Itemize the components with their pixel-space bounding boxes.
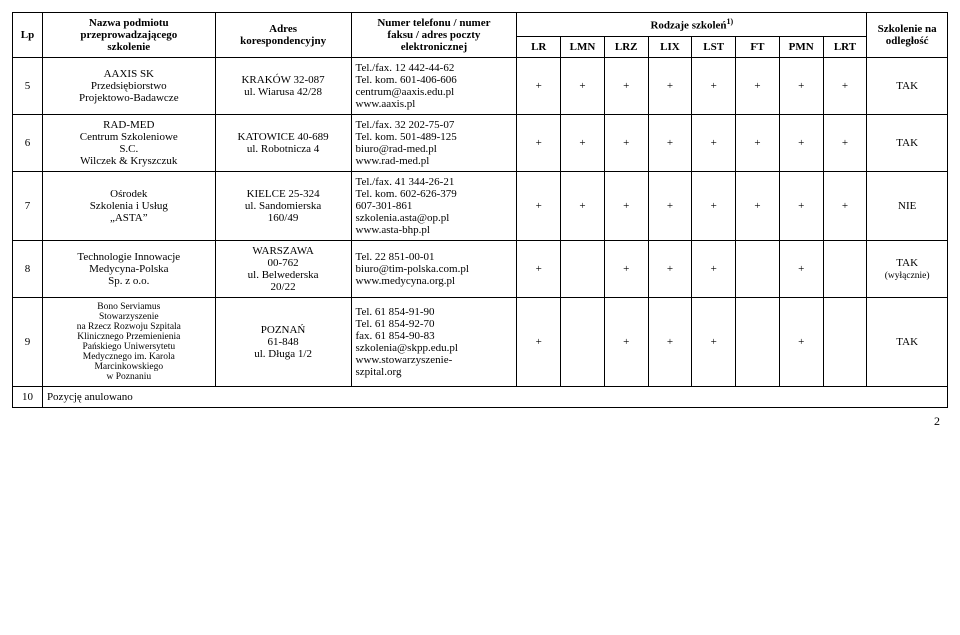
cell-mark-1	[561, 241, 605, 298]
cell-distance: TAK(wyłącznie)	[867, 241, 948, 298]
cell-mark-7	[823, 241, 867, 298]
hdr-lp: Lp	[13, 13, 43, 58]
cell-tel: Tel. 61 854-91-90Tel. 61 854-92-70fax. 6…	[351, 298, 517, 387]
cell-addr: WARSZAWA00-762ul. Belwederska20/22	[215, 241, 351, 298]
cell-mark-7: +	[823, 58, 867, 115]
cell-mark-0: +	[517, 172, 561, 241]
hdr-col-1: LMN	[561, 36, 605, 57]
hdr-col-4: LST	[692, 36, 736, 57]
cell-tel: Tel./fax. 32 202-75-07Tel. kom. 501-489-…	[351, 115, 517, 172]
hdr-types-title: Rodzaje szkoleń	[650, 20, 726, 32]
table-row: 6RAD-MEDCentrum SzkolenioweS.C.Wilczek &…	[13, 115, 948, 172]
cell-lp: 5	[13, 58, 43, 115]
table-row: 10Pozycję anulowano	[13, 387, 948, 408]
hdr-name: Nazwa podmiotuprzeprowadzającegoszkoleni…	[42, 13, 215, 58]
cell-mark-3: +	[648, 172, 692, 241]
cell-lp: 10	[13, 387, 43, 408]
cell-addr: POZNAŃ61-848ul. Długa 1/2	[215, 298, 351, 387]
hdr-types: Rodzaje szkoleń1)	[517, 13, 867, 37]
hdr-col-0: LR	[517, 36, 561, 57]
cell-name: Technologie InnowacjeMedycyna-PolskaSp. …	[42, 241, 215, 298]
cell-mark-6: +	[779, 58, 823, 115]
cell-lp: 6	[13, 115, 43, 172]
cell-name: OśrodekSzkolenia i Usług„ASTA”	[42, 172, 215, 241]
cell-mark-6: +	[779, 298, 823, 387]
hdr-col-3: LIX	[648, 36, 692, 57]
cell-lp: 8	[13, 241, 43, 298]
cell-mark-0: +	[517, 298, 561, 387]
cell-mark-7: +	[823, 115, 867, 172]
table-row: 9Bono ServiamusStowarzyszeniena Rzecz Ro…	[13, 298, 948, 387]
page-number: 2	[12, 408, 948, 429]
cell-addr: KATOWICE 40-689ul. Robotnicza 4	[215, 115, 351, 172]
hdr-addr: Adreskorespondencyjny	[215, 13, 351, 58]
hdr-col-6: PMN	[779, 36, 823, 57]
cell-mark-3: +	[648, 115, 692, 172]
training-table: Lp Nazwa podmiotuprzeprowadzającegoszkol…	[12, 12, 948, 408]
cell-mark-4: +	[692, 241, 736, 298]
cell-mark-4: +	[692, 298, 736, 387]
cell-mark-6: +	[779, 241, 823, 298]
cell-mark-2: +	[604, 172, 648, 241]
table-header: Lp Nazwa podmiotuprzeprowadzającegoszkol…	[13, 13, 948, 58]
table-row: 8Technologie InnowacjeMedycyna-PolskaSp.…	[13, 241, 948, 298]
cell-name: AAXIS SKPrzedsiębiorstwoProjektowo-Badaw…	[42, 58, 215, 115]
cell-tel: Tel./fax. 12 442-44-62Tel. kom. 601-406-…	[351, 58, 517, 115]
cell-mark-5	[736, 298, 780, 387]
cell-lp: 9	[13, 298, 43, 387]
cell-mark-2: +	[604, 58, 648, 115]
cell-name: RAD-MEDCentrum SzkolenioweS.C.Wilczek & …	[42, 115, 215, 172]
cell-mark-4: +	[692, 172, 736, 241]
cell-mark-2: +	[604, 115, 648, 172]
cell-mark-5: +	[736, 58, 780, 115]
cell-distance: TAK	[867, 58, 948, 115]
cell-mark-7	[823, 298, 867, 387]
cell-mark-1: +	[561, 115, 605, 172]
hdr-types-sup: 1)	[727, 17, 734, 26]
cell-mark-6: +	[779, 172, 823, 241]
hdr-col-2: LRZ	[604, 36, 648, 57]
table-body: 5AAXIS SKPrzedsiębiorstwoProjektowo-Bada…	[13, 58, 948, 408]
cell-distance: TAK	[867, 298, 948, 387]
cell-mark-7: +	[823, 172, 867, 241]
cell-full: Pozycję anulowano	[42, 387, 947, 408]
table-row: 5AAXIS SKPrzedsiębiorstwoProjektowo-Bada…	[13, 58, 948, 115]
cell-addr: KRAKÓW 32-087ul. Wiarusa 42/28	[215, 58, 351, 115]
cell-lp: 7	[13, 172, 43, 241]
cell-mark-0: +	[517, 241, 561, 298]
cell-distance: TAK	[867, 115, 948, 172]
cell-mark-3: +	[648, 241, 692, 298]
cell-mark-3: +	[648, 298, 692, 387]
cell-mark-1	[561, 298, 605, 387]
cell-mark-4: +	[692, 58, 736, 115]
cell-mark-2: +	[604, 241, 648, 298]
hdr-tel: Numer telefonu / numerfaksu / adres pocz…	[351, 13, 517, 58]
cell-mark-6: +	[779, 115, 823, 172]
cell-mark-0: +	[517, 58, 561, 115]
cell-mark-5: +	[736, 172, 780, 241]
cell-mark-5	[736, 241, 780, 298]
cell-addr: KIELCE 25-324ul. Sandomierska160/49	[215, 172, 351, 241]
hdr-col-5: FT	[736, 36, 780, 57]
cell-name: Bono ServiamusStowarzyszeniena Rzecz Roz…	[42, 298, 215, 387]
cell-mark-4: +	[692, 115, 736, 172]
cell-mark-5: +	[736, 115, 780, 172]
cell-tel: Tel./fax. 41 344-26-21Tel. kom. 602-626-…	[351, 172, 517, 241]
cell-mark-3: +	[648, 58, 692, 115]
cell-distance: NIE	[867, 172, 948, 241]
cell-mark-1: +	[561, 58, 605, 115]
cell-mark-2: +	[604, 298, 648, 387]
table-row: 7OśrodekSzkolenia i Usług„ASTA”KIELCE 25…	[13, 172, 948, 241]
hdr-distance: Szkolenie naodległość	[867, 13, 948, 58]
cell-mark-1: +	[561, 172, 605, 241]
cell-mark-0: +	[517, 115, 561, 172]
hdr-col-7: LRT	[823, 36, 867, 57]
cell-tel: Tel. 22 851-00-01biuro@tim-polska.com.pl…	[351, 241, 517, 298]
